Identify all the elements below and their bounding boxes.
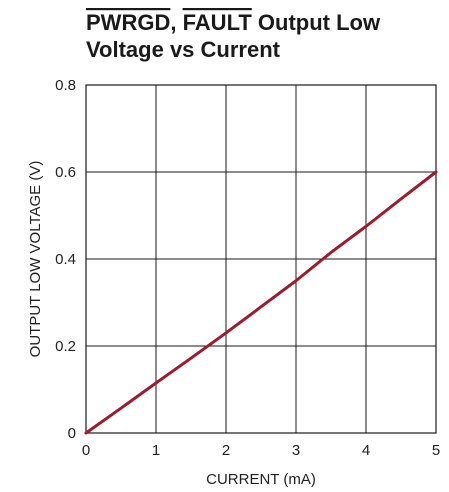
x-tick-label: 4 [362, 442, 370, 459]
x-tick-label: 5 [432, 442, 440, 459]
y-tick-label: 0.6 [55, 164, 76, 181]
title-part-pwrgd: PWRGD [86, 10, 170, 35]
title-part-rest: Output Low [252, 10, 381, 35]
x-tick-label: 3 [292, 442, 300, 459]
chart-title-line-1: PWRGD, FAULT Output Low [86, 10, 381, 35]
y-tick-label: 0.2 [55, 338, 76, 355]
x-axis-label: CURRENT (mA) [206, 471, 316, 488]
title-part-sep: , [170, 10, 182, 35]
y-tick-label: 0.8 [55, 77, 76, 94]
x-tick-label: 1 [152, 442, 160, 459]
title-part-fault: FAULT [183, 10, 253, 35]
y-axis-label: OUTPUT LOW VOLTAGE (V) [27, 161, 44, 358]
grid [85, 84, 437, 434]
y-tick-label: 0 [68, 425, 76, 442]
plot-frame [85, 84, 437, 434]
tick-labels: 0 1 2 3 4 5 0 0.2 0.4 0.6 0.8 [55, 77, 440, 459]
chart-title-line-2: Voltage vs Current [86, 37, 281, 62]
series-line [84, 170, 438, 435]
series-layer [84, 170, 438, 435]
x-tick-label: 0 [82, 442, 90, 459]
y-tick-label: 0.4 [55, 251, 76, 268]
x-tick-label: 2 [222, 442, 230, 459]
